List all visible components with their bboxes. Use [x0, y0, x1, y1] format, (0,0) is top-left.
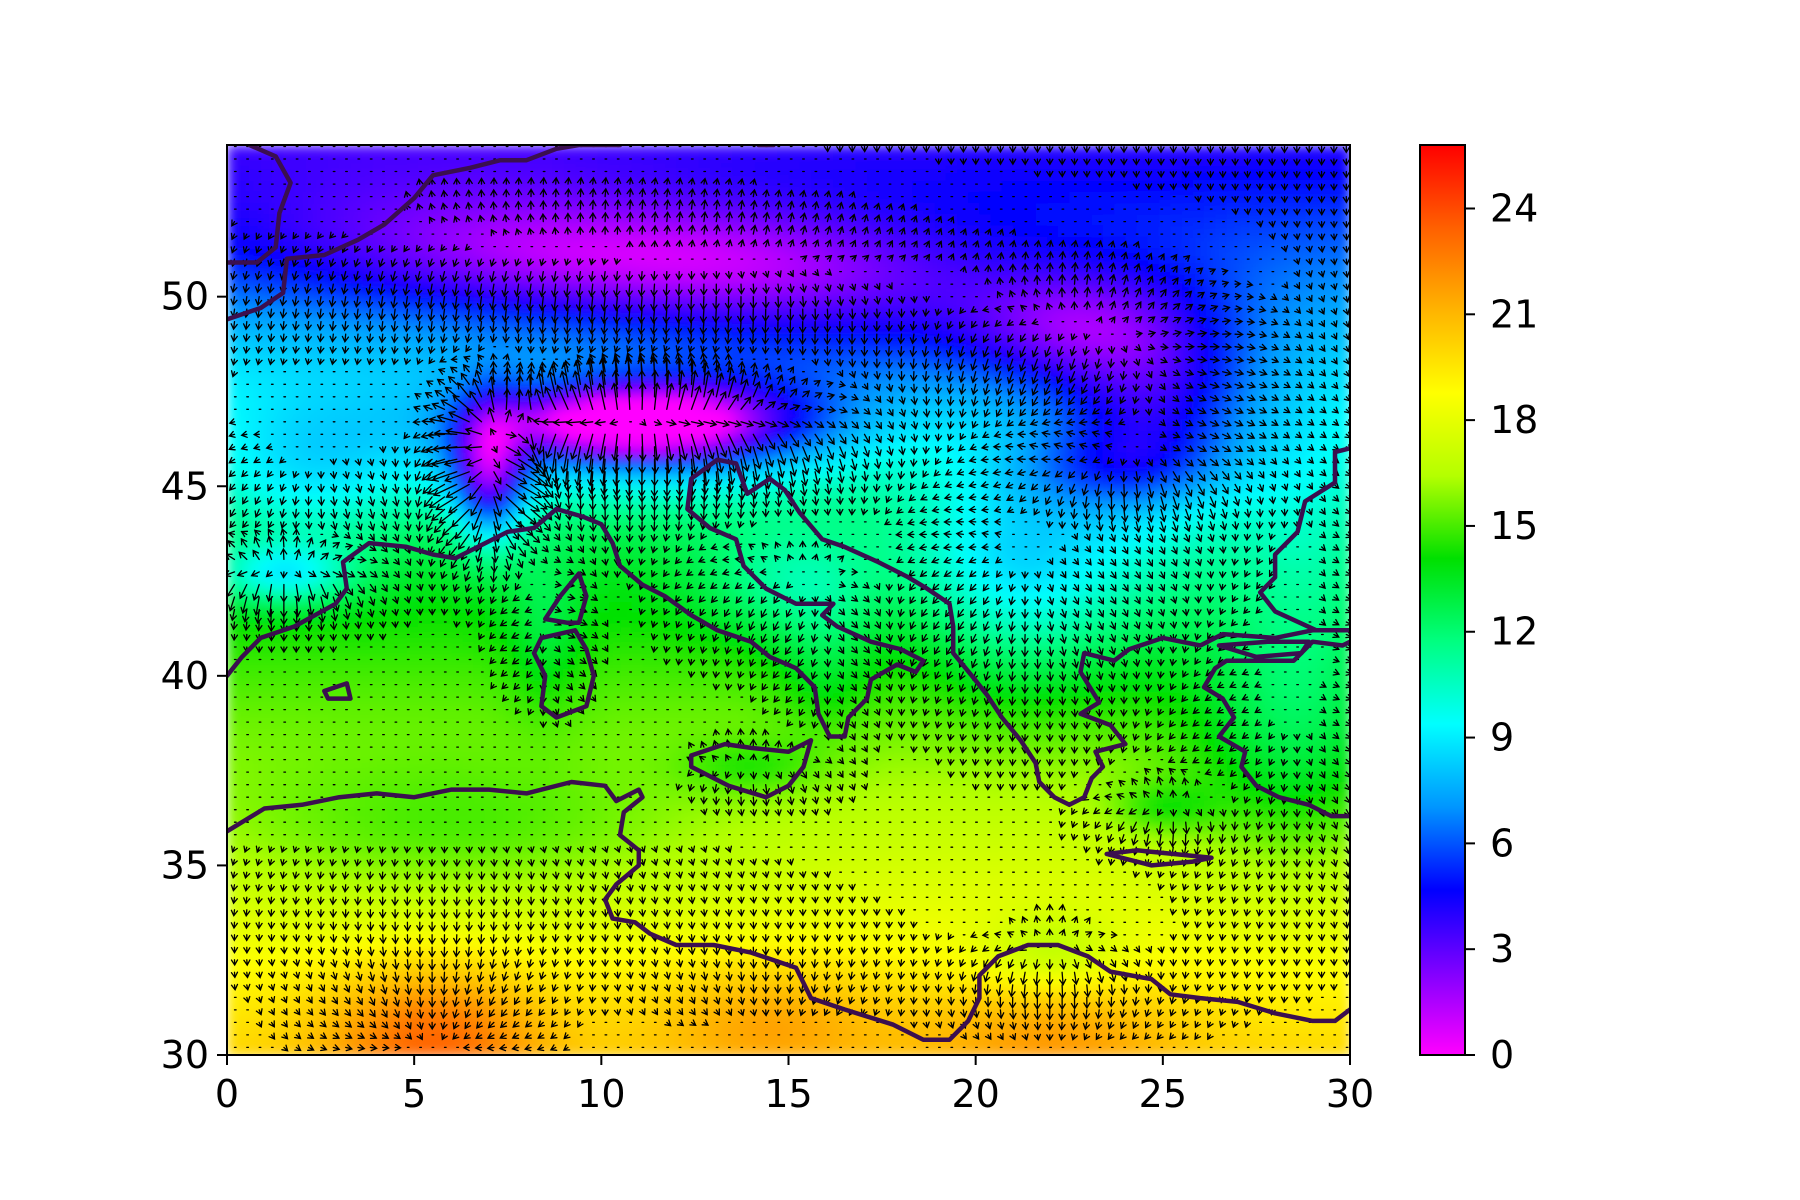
colorbar-tick-label: 9	[1490, 716, 1514, 760]
colorbar-tick-label: 3	[1490, 927, 1514, 971]
colorbar-tick-label: 6	[1490, 821, 1514, 865]
colorbar-ticks: 0 3 6 9 12 15 18 21 24	[1465, 186, 1538, 1077]
colorbar-tick-label: 12	[1490, 610, 1538, 654]
colorbar-tick-label: 21	[1490, 292, 1538, 336]
x-axis: 0 5 10 15 20 25 30	[215, 1055, 1374, 1116]
x-tick-label: 5	[402, 1072, 426, 1116]
x-tick-label: 30	[1326, 1072, 1374, 1116]
y-tick-label: 35	[161, 843, 209, 887]
plot-area	[225, 145, 1352, 1056]
x-tick-label: 20	[951, 1072, 999, 1116]
x-tick-label: 25	[1139, 1072, 1187, 1116]
y-tick-label: 40	[161, 654, 209, 698]
x-tick-label: 0	[215, 1072, 239, 1116]
y-tick-label: 45	[161, 464, 209, 508]
colorbar-gradient	[1420, 145, 1465, 1055]
colorbar-tick-label: 0	[1490, 1033, 1514, 1077]
colorbar-tick-label: 15	[1490, 504, 1538, 548]
y-tick-label: 30	[161, 1033, 209, 1077]
colorbar-tick-label: 24	[1490, 186, 1538, 230]
colorbar: 0 3 6 9 12 15 18 21 24	[1420, 145, 1538, 1077]
y-tick-label: 50	[161, 275, 209, 319]
x-tick-label: 15	[764, 1072, 812, 1116]
x-tick-label: 10	[577, 1072, 625, 1116]
colorbar-tick-label: 18	[1490, 398, 1538, 442]
y-axis: 30 35 40 45 50	[161, 275, 227, 1077]
